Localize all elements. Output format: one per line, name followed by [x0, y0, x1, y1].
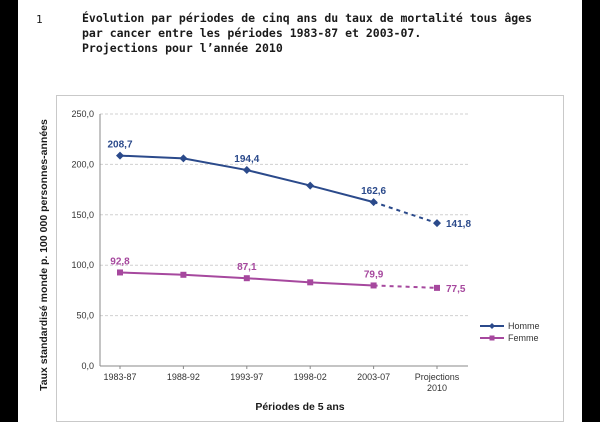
data-point	[179, 154, 188, 163]
series-projection-line-femme	[373, 284, 438, 289]
data-point	[243, 275, 250, 282]
x-axis-label: Périodes de 5 ans	[255, 401, 345, 413]
data-label: 162,6	[361, 186, 386, 197]
data-point	[370, 282, 377, 289]
figure-title-line-2: par cancer entre les périodes 1983-87 et…	[82, 26, 422, 40]
series-projection-line-homme	[373, 201, 438, 225]
y-axis-label: Taux standardisé monde p. 100 000 person…	[38, 119, 50, 391]
y-tick-label: 100,0	[71, 260, 94, 270]
y-tick-label: 150,0	[71, 210, 94, 220]
data-point	[117, 269, 123, 276]
data-label: 79,9	[364, 269, 384, 280]
data-label: 92,8	[110, 256, 130, 267]
data-label: 87,1	[237, 262, 257, 273]
data-label: 208,7	[107, 140, 132, 151]
legend-marker	[489, 323, 495, 329]
figure-title-line-1: Évolution par périodes de cinq ans du ta…	[82, 11, 533, 25]
figure-title-line-3: Projections pour l’année 2010	[82, 41, 283, 55]
data-point	[306, 181, 315, 190]
data-point	[242, 166, 251, 175]
x-tick-label: 1983-87	[103, 372, 136, 382]
data-label: 194,4	[234, 154, 259, 165]
y-tick-label: 250,0	[71, 109, 94, 119]
document-page: 1 Évolution par périodes de cinq ans du …	[18, 0, 582, 422]
data-point	[433, 219, 441, 228]
data-label: 141,8	[446, 219, 471, 230]
figure-title: Évolution par périodes de cinq ans du ta…	[82, 11, 578, 56]
data-point	[116, 151, 124, 160]
legend-label-homme: Homme	[508, 321, 540, 331]
x-tick-label: 2003-07	[357, 372, 390, 382]
x-tick-label: 1988-92	[167, 372, 200, 382]
figure-number: 1	[36, 13, 43, 26]
data-point	[307, 279, 314, 286]
y-tick-label: 200,0	[71, 159, 94, 169]
data-point	[434, 284, 440, 291]
x-tick-label: 1998-02	[294, 372, 327, 382]
x-tick-label: Projections 2010	[415, 372, 460, 393]
y-tick-label: 0,0	[81, 361, 94, 371]
data-point	[369, 198, 378, 207]
data-point	[180, 271, 187, 278]
x-tick-label: 1993-97	[230, 372, 263, 382]
legend-label-femme: Femme	[508, 333, 539, 343]
legend-marker	[489, 335, 495, 341]
y-tick-label: 50,0	[76, 311, 94, 321]
line-chart: 0,0 50,0 100,0 150,0 200,0 250,0 1983-87 1988-9…	[71, 109, 540, 393]
data-label: 77,5	[446, 284, 466, 295]
